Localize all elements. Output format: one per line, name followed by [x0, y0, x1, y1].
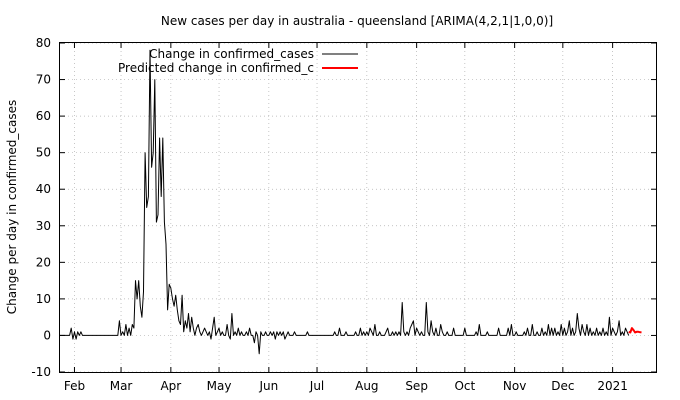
- x-tick-label: Oct: [454, 379, 475, 393]
- y-axis-label: Change per day in confirmed_cases: [5, 100, 19, 315]
- y-tick-label: 30: [36, 219, 51, 233]
- chart-title: New cases per day in australia - queensl…: [161, 14, 553, 28]
- y-tick-label: 40: [36, 182, 51, 196]
- x-tick-label: Jul: [309, 379, 324, 393]
- y-tick-label: 70: [36, 73, 51, 87]
- legend-label: Change in confirmed_cases: [149, 47, 314, 61]
- y-tick-label: 80: [36, 36, 51, 50]
- x-tick-label: Sep: [405, 379, 428, 393]
- x-tick-label: Mar: [110, 379, 133, 393]
- plot-frame: [59, 42, 657, 373]
- series-line-1: [60, 49, 630, 355]
- y-tick-label: 20: [36, 255, 51, 269]
- x-tick-label: Aug: [355, 379, 378, 393]
- x-tick-label: Jun: [258, 379, 278, 393]
- y-tick-label: 10: [36, 292, 51, 306]
- y-tick-label: -10: [31, 365, 51, 379]
- x-tick-label: Nov: [503, 379, 526, 393]
- x-tick-label: Feb: [64, 379, 85, 393]
- series-layer: [60, 49, 642, 355]
- x-tick-label: May: [207, 379, 232, 393]
- legend-label: Predicted change in confirmed_c: [118, 61, 314, 75]
- y-tick-label: 0: [43, 328, 51, 342]
- y-tick-label: 60: [36, 109, 51, 123]
- x-tick-label: Dec: [551, 379, 574, 393]
- x-tick-label: 2021: [597, 379, 628, 393]
- y-tick-label: 50: [36, 146, 51, 160]
- x-axis-ticks: Feb Mar Apr May Jun Jul Aug Sep Oct Nov Dec 2021: [64, 43, 628, 393]
- x-tick-label: Apr: [160, 379, 181, 393]
- y-axis-ticks: -10 0 10 20 30 40 50 60 70 80: [31, 36, 656, 379]
- series-line-2: [628, 327, 642, 334]
